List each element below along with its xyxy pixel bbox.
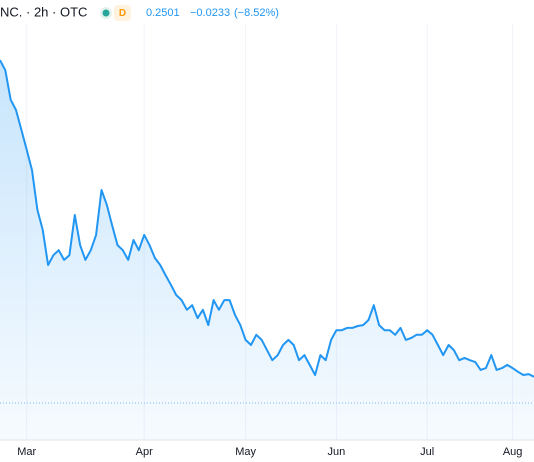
symbol: NC. · 2h · OTC: [0, 4, 87, 19]
badge: D: [119, 8, 126, 19]
x-tick-label: Apr: [136, 446, 153, 458]
price-line: [0, 59, 534, 378]
x-tick-label: Aug: [503, 446, 523, 458]
badge-bg: [114, 5, 131, 21]
last-price: 0.2501: [146, 7, 180, 19]
status-dot: [102, 9, 110, 17]
x-axis: Mar Apr May Jun Jul Aug: [17, 446, 522, 458]
x-tick-label: May: [235, 446, 256, 458]
change: −0.0233: [190, 7, 230, 19]
x-tick-label: Jun: [328, 446, 346, 458]
x-tick-label: Mar: [17, 446, 36, 458]
plot: [0, 59, 534, 440]
change-pct: (−8.52%): [234, 7, 279, 19]
x-tick-label: Jul: [420, 446, 434, 458]
area: [0, 60, 534, 440]
header-bg: [0, 0, 534, 24]
